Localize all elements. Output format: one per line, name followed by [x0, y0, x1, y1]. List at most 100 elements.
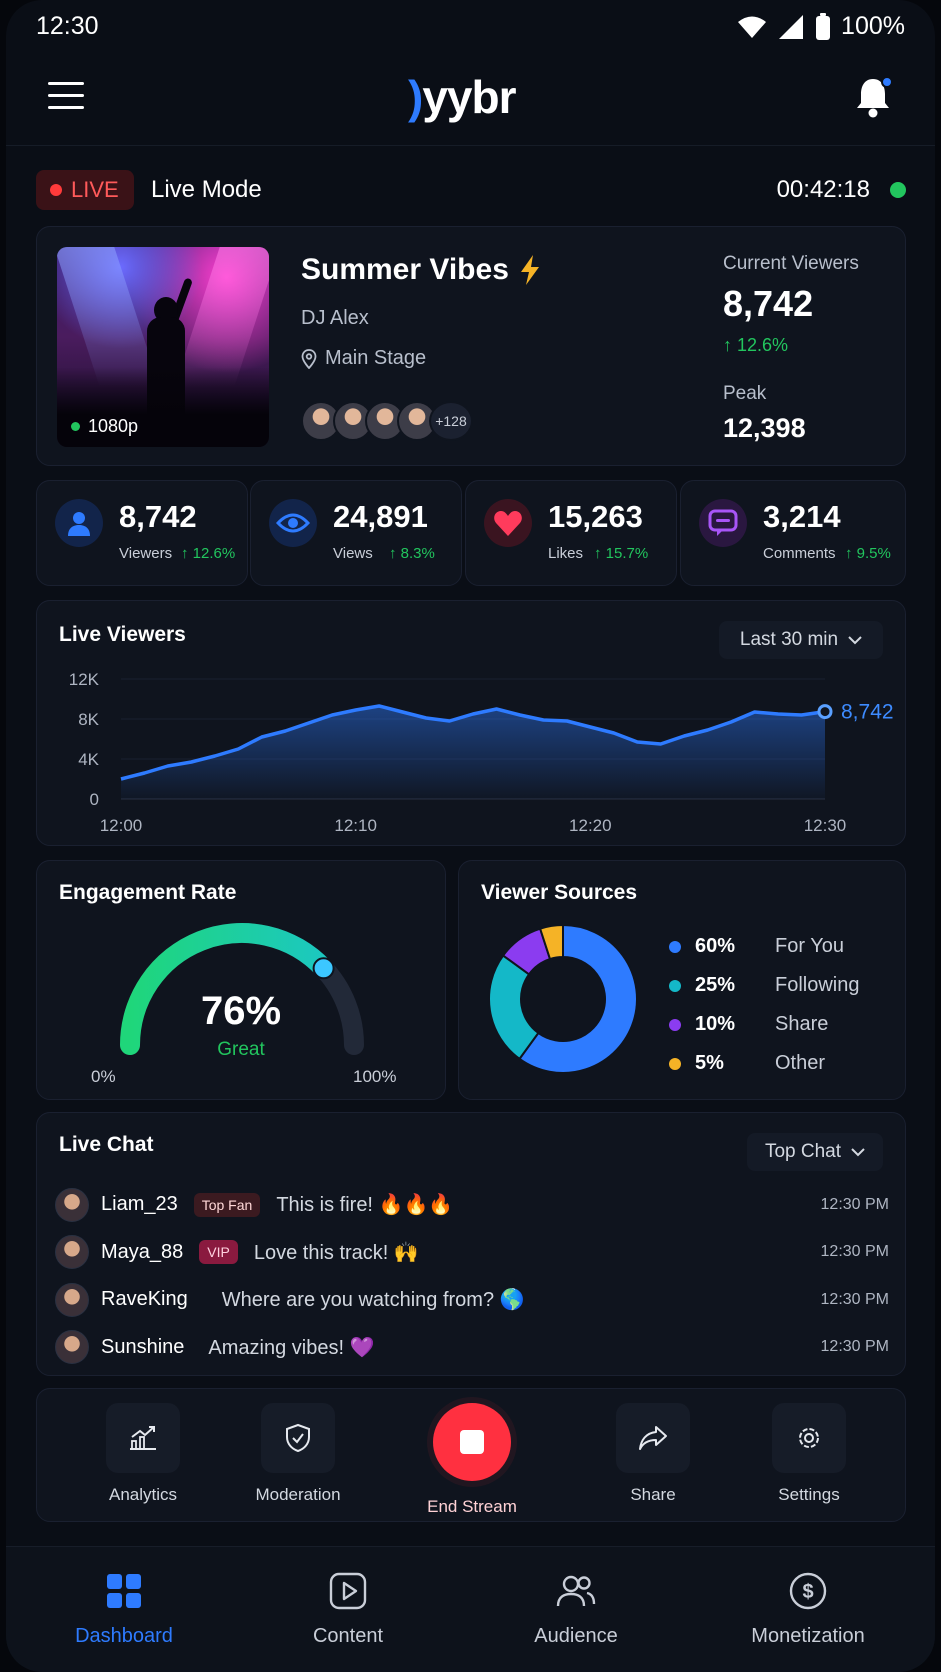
shield-icon — [286, 1423, 310, 1453]
menu-button[interactable] — [48, 82, 84, 112]
live-badge: LIVE — [36, 170, 134, 210]
chat-username[interactable]: Maya_88 — [101, 1240, 184, 1263]
resolution-label: 1080p — [88, 416, 139, 436]
user-icon — [55, 499, 103, 547]
legend-name: Following — [775, 974, 860, 996]
legend-name: Other — [775, 1052, 826, 1074]
stat-value: 3,214 — [763, 499, 841, 534]
nav-content[interactable]: Content — [248, 1569, 448, 1648]
settings-label: Settings — [778, 1485, 840, 1504]
settings-button[interactable]: Settings — [749, 1403, 869, 1505]
end-stream-label: End Stream — [427, 1497, 517, 1516]
stat-card-comments[interactable]: 3,214 Comments ↑ 9.5% — [680, 480, 906, 586]
viewer-sources-card: Viewer Sources 60% For You 25% Following… — [458, 860, 906, 1100]
stream-actions-bar: Analytics Moderation End Stream Share Se… — [36, 1388, 906, 1522]
chat-text: Amazing vibes! 💜 — [208, 1336, 375, 1359]
stream-title-text: Summer Vibes — [301, 253, 509, 286]
time-range-dropdown[interactable]: Last 30 min — [719, 621, 883, 659]
chat-text: Where are you watching from? 🌎 — [221, 1289, 525, 1312]
chat-title: Live Chat — [59, 1133, 154, 1156]
share-label: Share — [630, 1485, 676, 1504]
stat-label: Comments — [763, 545, 836, 562]
stream-location: Main Stage — [301, 347, 426, 370]
stat-label: Viewers — [119, 545, 173, 562]
users-icon — [556, 1575, 596, 1607]
stat-card-views[interactable]: 24,891 Views ↑ 8.3% — [250, 480, 462, 586]
logo-mark: ) — [408, 71, 423, 123]
legend-item: 5% Other — [669, 1044, 859, 1083]
current-value-label: 8,742 — [841, 701, 894, 724]
viewers-line — [120, 704, 826, 781]
chat-text: Love this track! 🙌 — [253, 1241, 419, 1264]
svg-text:$: $ — [802, 1581, 813, 1603]
sources-title: Viewer Sources — [481, 881, 638, 904]
stream-host: DJ Alex — [301, 307, 369, 329]
battery-percent: 100% — [841, 12, 905, 40]
engagement-value: 76% — [200, 989, 282, 1033]
analytics-icon — [130, 1426, 156, 1450]
x-tick-label: 12:00 — [100, 816, 143, 835]
chat-message[interactable]: Liam_23 Top Fan This is fire! 🔥🔥🔥 12:30 … — [55, 1181, 889, 1229]
legend-name: For You — [775, 935, 844, 957]
menu-icon — [48, 82, 84, 85]
nav-audience[interactable]: Audience — [476, 1569, 676, 1648]
viewer-avatars[interactable]: +128 — [301, 401, 473, 441]
legend-percent: 10% — [695, 1013, 736, 1035]
stat-card-likes[interactable]: 15,263 Likes ↑ 15.7% — [465, 480, 677, 586]
chat-username[interactable]: RaveKing — [101, 1288, 188, 1311]
avatar — [55, 1282, 89, 1317]
legend-percent: 60% — [695, 935, 736, 957]
end-stream-button[interactable]: End Stream — [412, 1403, 532, 1517]
legend-percent: 25% — [695, 974, 736, 996]
chat-time: 12:30 PM — [820, 1290, 889, 1308]
chat-username[interactable]: Sunshine — [101, 1335, 185, 1358]
nav-dashboard[interactable]: Dashboard — [24, 1569, 224, 1648]
chat-time: 12:30 PM — [820, 1243, 889, 1261]
chat-message[interactable]: RaveKing Where are you watching from? 🌎 … — [55, 1276, 889, 1324]
avatar — [55, 1187, 89, 1222]
chat-bubble-icon — [699, 499, 747, 547]
engagement-rating: Great — [217, 1039, 265, 1060]
play-square-icon — [329, 1572, 367, 1610]
legend-swatch — [669, 1018, 681, 1031]
signal-icon — [779, 14, 804, 39]
legend-name: Share — [775, 1013, 829, 1035]
legend-swatch — [669, 979, 681, 992]
notifications-button[interactable] — [855, 76, 895, 120]
stat-change: ↑ 8.3% — [389, 545, 435, 562]
current-point[interactable] — [817, 704, 833, 720]
y-tick-label: 8K — [78, 710, 99, 729]
resolution-badge: 1080p — [71, 416, 138, 437]
heart-icon — [484, 499, 532, 547]
x-tick-label: 12:20 — [569, 816, 612, 835]
viewers-area-fill — [121, 706, 825, 799]
chat-username[interactable]: Liam_23 — [101, 1193, 178, 1216]
chat-message-list: Liam_23 Top Fan This is fire! 🔥🔥🔥 12:30 … — [55, 1181, 889, 1371]
stat-card-viewers[interactable]: 8,742 Viewers ↑ 12.6% — [36, 480, 248, 586]
status-icons: 100% — [737, 12, 905, 41]
stream-thumbnail[interactable]: 1080p — [57, 247, 269, 447]
sources-donut-chart — [488, 923, 638, 1074]
share-button[interactable]: Share — [593, 1403, 713, 1505]
gauge-fill — [120, 923, 334, 1055]
status-bar: 12:30 100% — [6, 0, 935, 56]
live-viewers-card: Live Viewers Last 30 min 0 4K 8K 12K 12:00 1… — [36, 600, 906, 846]
vip-badge: VIP — [199, 1240, 238, 1265]
dashboard-icon — [107, 1574, 141, 1608]
chat-message[interactable]: Sunshine Amazing vibes! 💜 12:30 PM — [55, 1324, 889, 1372]
logo-text: yybr — [422, 71, 516, 123]
engagement-card: Engagement Rate 76% Great 0% 100% — [36, 860, 446, 1100]
eye-icon — [269, 499, 317, 547]
donut-slice-for-you[interactable] — [518, 923, 638, 1074]
stream-title: Summer Vibes — [301, 253, 541, 287]
stat-change: ↑ 12.6% — [181, 545, 236, 562]
status-time: 12:30 — [36, 12, 99, 40]
app-header: )yybr — [6, 56, 935, 146]
analytics-button[interactable]: Analytics — [83, 1403, 203, 1505]
chat-time: 12:30 PM — [820, 1338, 889, 1356]
chat-filter-dropdown[interactable]: Top Chat — [747, 1133, 883, 1171]
nav-monetization[interactable]: $ Monetization — [708, 1569, 908, 1648]
donut-slice-other[interactable] — [538, 923, 564, 961]
chat-message[interactable]: Maya_88 VIP Love this track! 🙌 12:30 PM — [55, 1229, 889, 1277]
moderation-button[interactable]: Moderation — [238, 1403, 358, 1505]
